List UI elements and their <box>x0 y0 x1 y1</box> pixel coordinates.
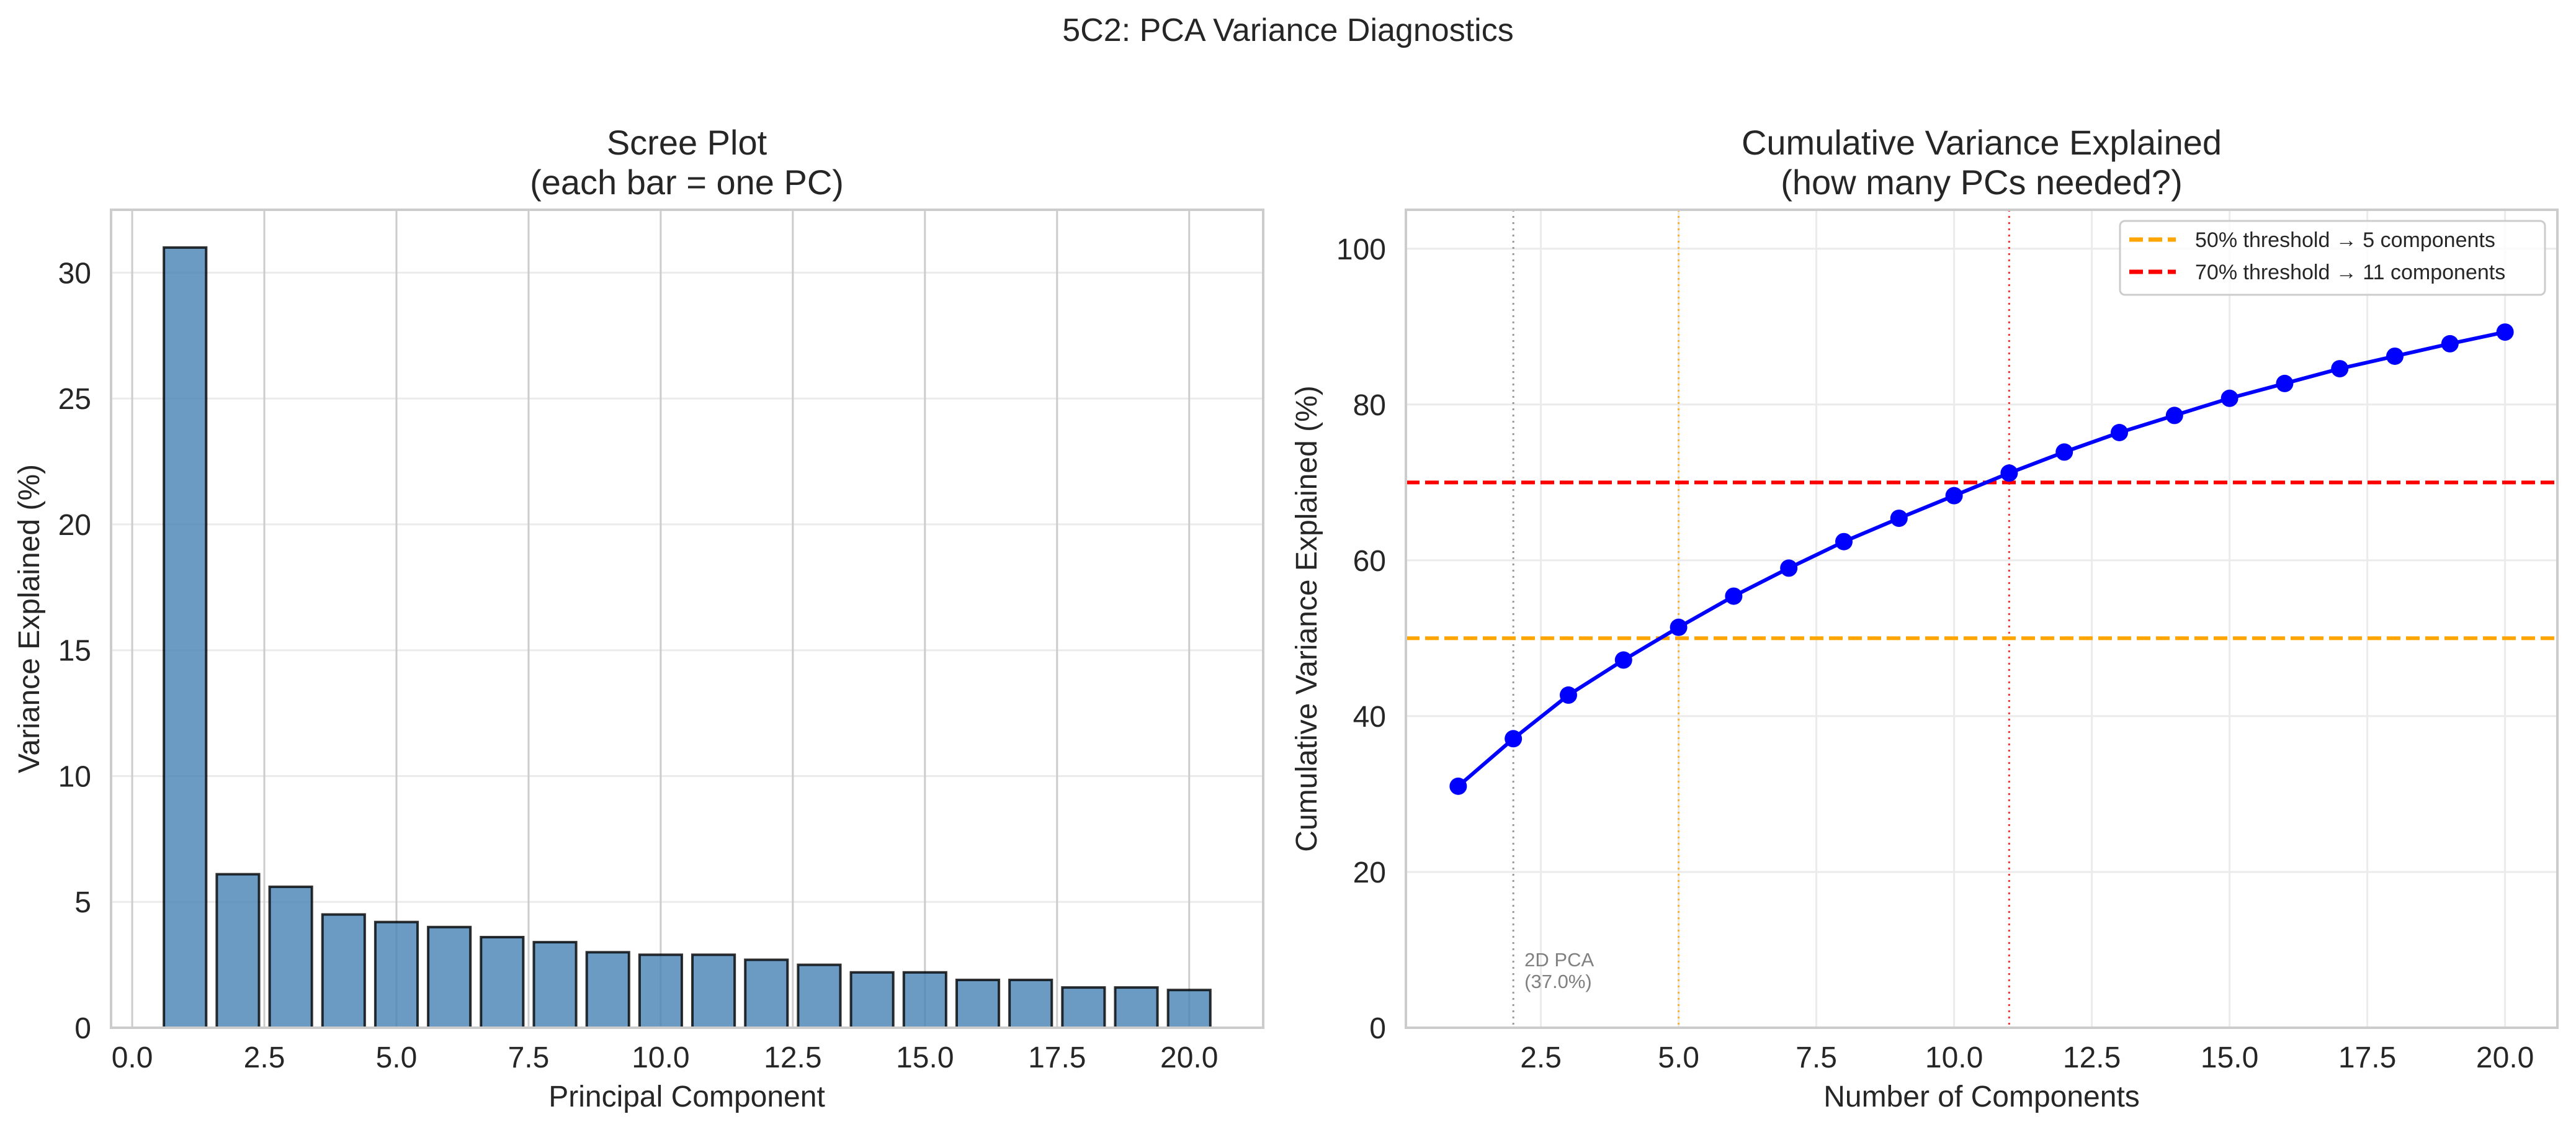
scree-bar <box>585 951 630 1030</box>
legend-label-70: 70% threshold → 11 components <box>2195 261 2505 284</box>
cumulative-title-line2: (how many PCs needed?) <box>1781 163 2182 202</box>
cumulative-marker <box>2111 423 2129 441</box>
cumulative-marker <box>1890 510 1908 528</box>
cumulative-marker <box>1780 559 1798 577</box>
cumulative-marker <box>1725 587 1743 605</box>
cumulative-xtick-labels: 2.5 5.0 7.5 10.0 12.5 15.0 17.5 20.0 <box>1520 1041 2534 1074</box>
cumulative-marker <box>2000 464 2018 482</box>
scree-bar <box>691 953 736 1029</box>
scree-bar <box>1008 978 1053 1029</box>
scree-xtick-label: 20.0 <box>1160 1041 1218 1074</box>
scree-bar <box>849 971 895 1029</box>
scree-ytick-label: 0 <box>74 1012 91 1045</box>
cumulative-marker <box>2055 443 2073 461</box>
scree-bar <box>480 936 525 1029</box>
cumulative-xtick-label: 2.5 <box>1520 1041 1562 1074</box>
scree-bar <box>215 873 261 1030</box>
cumulative-xtick-label: 12.5 <box>2063 1041 2121 1074</box>
scree-xtick-label: 2.5 <box>244 1041 285 1074</box>
scree-ylabel: Variance Explained (%) <box>13 464 46 773</box>
scree-bar <box>797 963 842 1029</box>
cumulative-marker <box>1449 777 1467 795</box>
cumulative-marker <box>1559 686 1577 704</box>
cumulative-xlabel: Number of Components <box>1823 1080 2140 1113</box>
cumulative-title-line1: Cumulative Variance Explained <box>1742 123 2222 162</box>
cumulative-xtick-label: 15.0 <box>2201 1041 2258 1074</box>
cumulative-grid <box>1406 210 2557 1028</box>
scree-xtick-label: 0.0 <box>112 1041 153 1074</box>
legend: 50% threshold → 5 components 70% thresho… <box>2119 220 2546 296</box>
scree-bar <box>532 941 578 1030</box>
scree-ytick-label: 5 <box>74 886 91 919</box>
cumulative-ylabel: Cumulative Variance Explained (%) <box>1290 385 1323 851</box>
cumulative-ytick-label: 40 <box>1353 701 1386 734</box>
cumulative-xtick-label: 10.0 <box>1925 1041 1983 1074</box>
scree-bar <box>1061 986 1106 1030</box>
scree-ytick-label: 15 <box>58 635 91 668</box>
cumulative-marker <box>1835 532 1853 550</box>
cumulative-marker <box>1505 730 1523 748</box>
cumulative-xtick-label: 17.5 <box>2338 1041 2396 1074</box>
scree-xtick-label: 10.0 <box>632 1041 689 1074</box>
scree-axes-frame <box>110 209 1264 1029</box>
cumulative-marker <box>2220 389 2238 407</box>
scree-bar <box>268 885 313 1029</box>
cumulative-marker <box>2165 407 2183 424</box>
scree-grid <box>111 210 1263 1028</box>
scree-xtick-label: 12.5 <box>764 1041 821 1074</box>
scree-bar <box>638 953 683 1029</box>
cumulative-line <box>1457 330 2506 788</box>
scree-bar <box>902 971 947 1029</box>
cumulative-xtick-label: 7.5 <box>1796 1041 1837 1074</box>
pca2d-annotation-line1: 2D PCA <box>1524 949 1594 971</box>
cumulative-plot-axes: Cumulative Variance Explained (how many … <box>1290 123 2559 1113</box>
scree-bar <box>321 913 366 1029</box>
cumulative-ytick-label: 80 <box>1353 389 1386 422</box>
scree-bar <box>744 958 789 1030</box>
scree-xlabel: Principal Component <box>548 1080 825 1113</box>
scree-bar <box>163 246 208 1029</box>
scree-title-line2: (each bar = one PC) <box>530 163 844 202</box>
scree-bar <box>1166 989 1212 1029</box>
scree-xtick-label: 17.5 <box>1028 1041 1086 1074</box>
scree-ytick-label: 20 <box>58 509 91 542</box>
pca2d-annotation-line2: (37.0%) <box>1524 971 1592 992</box>
legend-label-50: 50% threshold → 5 components <box>2195 228 2495 252</box>
scree-xtick-label: 5.0 <box>376 1041 418 1074</box>
cumulative-marker <box>2496 323 2514 341</box>
scree-bars <box>163 246 1212 1030</box>
scree-bar <box>955 978 1001 1029</box>
scree-bar <box>1114 986 1159 1030</box>
scree-ytick-label: 30 <box>58 257 91 290</box>
figure-suptitle: 5C2: PCA Variance Diagnostics <box>1062 12 1513 48</box>
cumulative-xtick-label: 5.0 <box>1658 1041 1699 1074</box>
cumulative-marker <box>1614 651 1632 669</box>
scree-xtick-label: 7.5 <box>508 1041 550 1074</box>
cumulative-ytick-label: 20 <box>1353 856 1386 889</box>
legend-box <box>2119 220 2546 296</box>
cumulative-series <box>1449 323 2514 795</box>
scree-ytick-label: 10 <box>58 760 91 793</box>
cumulative-xtick-label: 20.0 <box>2476 1041 2534 1074</box>
scree-plot-axes: Scree Plot (each bar = one PC) 0.0 2.5 5.0… <box>13 123 1264 1113</box>
cumulative-marker <box>1670 618 1688 636</box>
cumulative-ytick-label: 60 <box>1353 545 1386 578</box>
scree-bar <box>373 920 419 1029</box>
scree-xtick-labels: 0.0 2.5 5.0 7.5 10.0 12.5 15.0 17.5 20.0 <box>112 1041 1219 1074</box>
scree-bar <box>427 925 472 1030</box>
cumulative-marker <box>2276 374 2294 392</box>
cumulative-marker <box>2331 360 2349 378</box>
scree-title-line1: Scree Plot <box>607 123 767 162</box>
scree-xtick-label: 15.0 <box>896 1041 954 1074</box>
cumulative-marker <box>1945 487 1963 505</box>
cumulative-ytick-labels: 0 20 40 60 80 100 <box>1336 233 1386 1045</box>
cumulative-marker <box>2386 347 2404 365</box>
cumulative-ytick-label: 100 <box>1336 233 1386 266</box>
scree-ytick-label: 25 <box>58 383 91 416</box>
cumulative-ytick-label: 0 <box>1369 1012 1386 1045</box>
cumulative-axes-frame <box>1405 209 2559 1029</box>
cumulative-marker <box>2441 335 2459 353</box>
scree-ytick-labels: 0 5 10 15 20 25 30 <box>58 257 91 1045</box>
